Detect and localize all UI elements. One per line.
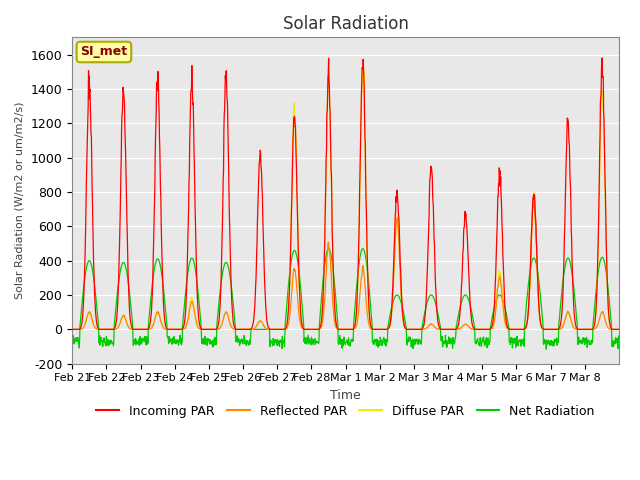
Diffuse PAR	[321, 245, 328, 251]
Net Radiation	[475, 340, 483, 346]
Diffuse PAR	[68, 326, 76, 332]
Net Radiation	[543, 347, 550, 352]
Diffuse PAR	[331, 310, 339, 316]
Reflected PAR	[531, 196, 538, 202]
Reflected PAR	[331, 321, 339, 327]
Reflected PAR	[615, 326, 623, 332]
Net Radiation	[321, 262, 328, 268]
Incoming PAR	[474, 326, 482, 332]
Line: Net Radiation: Net Radiation	[72, 249, 619, 349]
Diffuse PAR	[359, 60, 367, 66]
Net Radiation	[615, 343, 623, 348]
X-axis label: Time: Time	[330, 389, 361, 402]
Reflected PAR	[154, 309, 161, 314]
Net Radiation	[68, 334, 76, 340]
Incoming PAR	[331, 310, 339, 316]
Reflected PAR	[321, 296, 328, 301]
Net Radiation	[556, 319, 563, 324]
Reflected PAR	[555, 326, 563, 332]
Diffuse PAR	[154, 309, 161, 315]
Diffuse PAR	[609, 326, 616, 332]
Diffuse PAR	[555, 326, 563, 332]
Title: Solar Radiation: Solar Radiation	[283, 15, 408, 33]
Diffuse PAR	[475, 326, 483, 332]
Line: Incoming PAR: Incoming PAR	[72, 58, 619, 329]
Net Radiation	[609, 337, 616, 343]
Net Radiation	[324, 246, 332, 252]
Y-axis label: Solar Radiation (W/m2 or um/m2/s): Solar Radiation (W/m2 or um/m2/s)	[15, 102, 25, 300]
Text: SI_met: SI_met	[81, 46, 127, 59]
Incoming PAR	[609, 326, 616, 332]
Net Radiation	[154, 256, 161, 262]
Diffuse PAR	[615, 326, 623, 332]
Incoming PAR	[615, 326, 623, 332]
Incoming PAR	[68, 326, 76, 332]
Line: Diffuse PAR: Diffuse PAR	[72, 63, 619, 329]
Net Radiation	[332, 290, 339, 296]
Reflected PAR	[474, 326, 482, 332]
Line: Reflected PAR: Reflected PAR	[72, 199, 619, 329]
Incoming PAR	[321, 241, 328, 247]
Reflected PAR	[68, 326, 76, 332]
Reflected PAR	[609, 326, 616, 332]
Incoming PAR	[598, 55, 606, 61]
Incoming PAR	[554, 326, 562, 332]
Incoming PAR	[154, 75, 161, 81]
Legend: Incoming PAR, Reflected PAR, Diffuse PAR, Net Radiation: Incoming PAR, Reflected PAR, Diffuse PAR…	[92, 400, 600, 423]
